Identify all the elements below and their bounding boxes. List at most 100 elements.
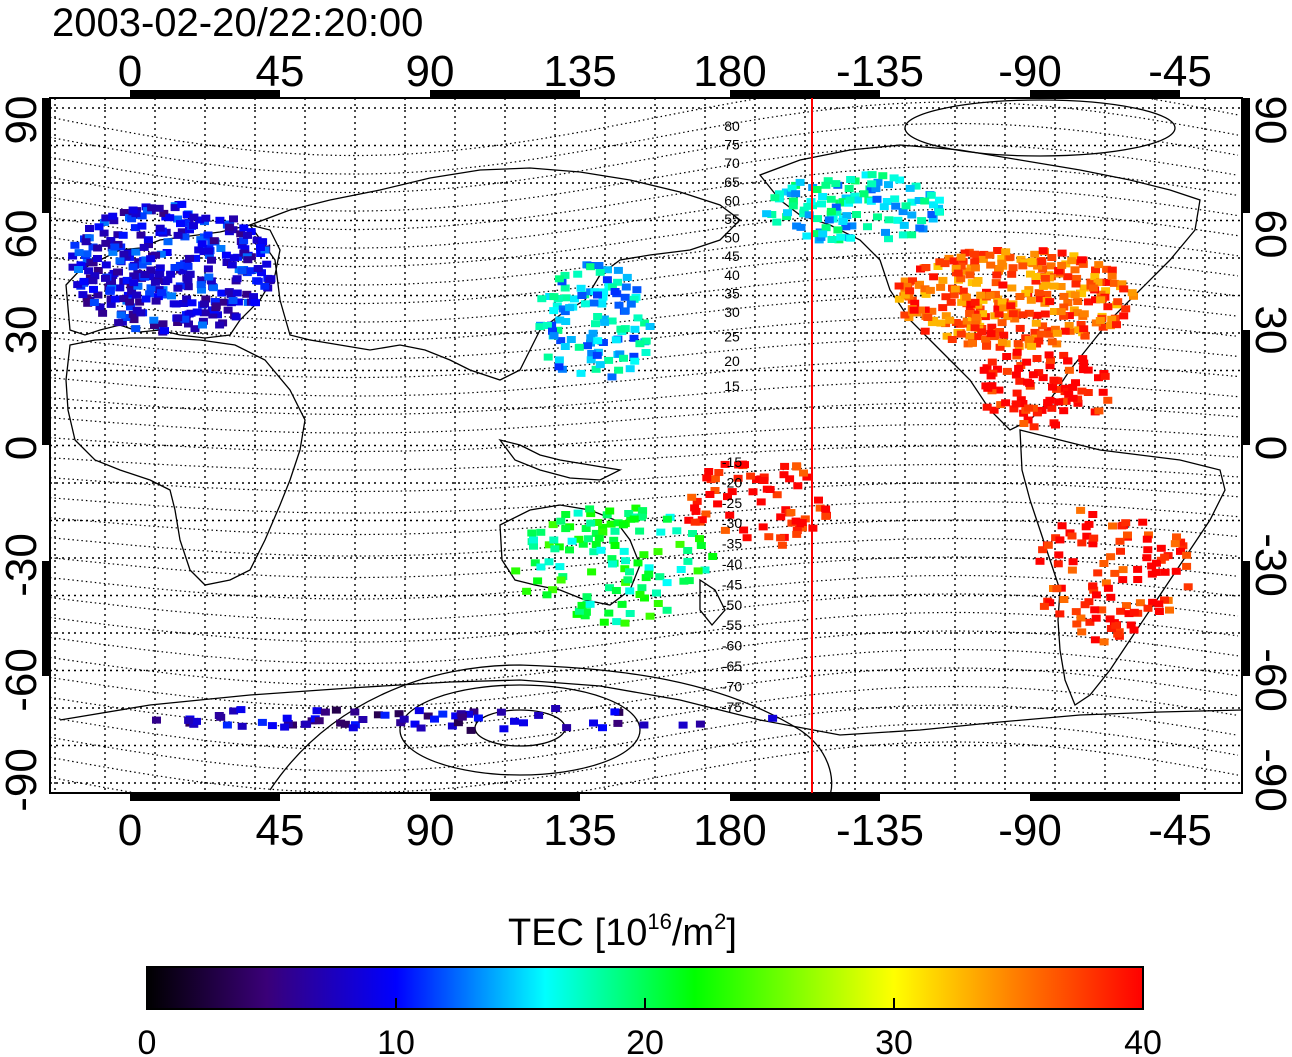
tec-cell [1112, 321, 1121, 329]
tec-cell [198, 321, 207, 329]
tec-cell [1027, 258, 1037, 265]
tec-cell [1067, 566, 1077, 574]
tec-cell [125, 298, 135, 306]
tec-cell [635, 591, 645, 598]
tec-cell [1049, 376, 1059, 384]
tec-cell [267, 722, 277, 730]
tec-cell [630, 357, 640, 365]
tec-cell [1183, 583, 1193, 591]
tec-cell [154, 270, 164, 278]
tec-cell [1027, 342, 1037, 350]
tec-cell [1152, 559, 1161, 567]
tec-cell [1046, 262, 1056, 270]
tec-cell [561, 525, 571, 533]
tec-cell [560, 284, 570, 292]
tec-cell [713, 500, 723, 508]
tec-cell [683, 557, 693, 565]
tec-cell [644, 570, 654, 578]
tec-cell [907, 231, 917, 239]
tec-cell [340, 720, 350, 728]
tec-cell [282, 714, 292, 722]
tec-cell [872, 195, 882, 203]
tec-cell [652, 589, 661, 597]
tec-cell [1003, 313, 1013, 321]
tec-cell [803, 202, 813, 210]
tec-cell [598, 293, 608, 301]
tec-cell [965, 332, 975, 340]
tec-cell [201, 214, 211, 222]
tec-cell [1065, 327, 1075, 335]
tec-cell [473, 714, 483, 722]
tec-cell [78, 291, 88, 299]
tec-cell [1077, 628, 1087, 636]
tec-cell [98, 309, 108, 317]
tec-cell [938, 304, 948, 312]
tec-cell [641, 349, 651, 356]
tec-cell [113, 231, 123, 239]
africa-outline [65, 337, 306, 586]
tec-cell [1057, 522, 1067, 530]
tec-cell [237, 722, 247, 730]
tec-cell [714, 469, 724, 476]
colorbar-label: TEC [1016/m2] [508, 909, 737, 954]
tec-cell [1049, 282, 1059, 290]
tec-cell [183, 262, 193, 270]
tec-cell [184, 320, 193, 328]
left-axis-label: -60 [0, 648, 46, 712]
tec-cell [1072, 274, 1082, 282]
tec-cell [613, 719, 623, 727]
tec-cell [1119, 312, 1129, 320]
tec-cell [1040, 274, 1050, 282]
tec-cell [232, 275, 242, 283]
colorbar-tick-label: 10 [377, 1024, 415, 1057]
tec-cell [190, 325, 200, 333]
tec-cell [1047, 338, 1057, 346]
tec-cell [146, 266, 156, 274]
tec-cell [873, 213, 882, 221]
tec-cell [1148, 598, 1158, 606]
tec-cell [1024, 404, 1034, 412]
tec-cell [1038, 322, 1048, 330]
tec-cell [999, 331, 1009, 339]
tec-cell [136, 231, 146, 239]
tec-cell [194, 246, 204, 254]
tec-cell [899, 221, 909, 229]
tec-cell [1045, 599, 1055, 607]
tec-cell [900, 311, 910, 319]
tec-cell [1094, 374, 1103, 382]
tec-cell [949, 291, 959, 299]
tec-cell [827, 236, 837, 243]
tec-cell [183, 283, 193, 291]
tec-cell [159, 209, 169, 217]
tec-cell [621, 557, 630, 565]
tec-cell [1107, 266, 1117, 274]
tec-cell [211, 304, 221, 312]
tec-cell [1070, 291, 1080, 299]
tec-cell [979, 250, 989, 258]
tec-cell [562, 724, 572, 732]
tec-cell [88, 243, 98, 251]
tec-cell [1093, 569, 1103, 577]
tec-cell [1034, 369, 1044, 377]
tec-cell [710, 487, 720, 494]
tec-cell [1103, 303, 1113, 311]
tec-cell [1076, 614, 1086, 622]
new-zealand-outline [699, 578, 726, 627]
tec-cell [511, 567, 521, 575]
tec-cell [1067, 257, 1077, 265]
tec-cell [585, 505, 595, 513]
tec-cell [189, 213, 199, 221]
tec-cell [936, 283, 946, 291]
tec-cell [602, 511, 612, 519]
tec-cell [218, 298, 228, 306]
tec-cell [934, 196, 944, 204]
tec-cell [791, 517, 801, 525]
tec-cell [550, 545, 560, 553]
tec-cell [182, 295, 192, 303]
tec-cell [900, 277, 910, 285]
tec-cell [84, 234, 94, 242]
tec-cell [640, 319, 650, 327]
tec-cell [605, 584, 614, 592]
tec-cell [548, 327, 557, 335]
